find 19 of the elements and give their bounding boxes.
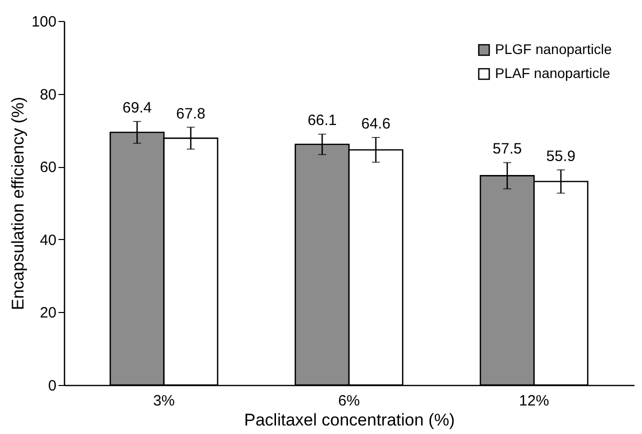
data-label: 64.6 <box>361 115 390 132</box>
legend-label: PLAF nanoparticle <box>495 65 610 81</box>
y-tick-label: 20 <box>40 304 56 322</box>
data-label: 66.1 <box>308 112 337 130</box>
y-tick-label: 60 <box>40 159 56 176</box>
data-label: 57.5 <box>492 140 522 158</box>
y-tick-label: 80 <box>40 86 56 104</box>
y-axis-title: Encapsulation efficiency (%) <box>8 96 28 310</box>
y-tick-label: 0 <box>48 378 56 394</box>
data-label: 67.8 <box>176 105 206 122</box>
x-tick-label: 6% <box>338 392 360 410</box>
x-axis-title: Paclitaxel concentration (%) <box>244 410 455 430</box>
y-tick-label: 40 <box>40 232 56 249</box>
legend-label: PLGF nanoparticle <box>495 41 612 57</box>
x-tick-label: 3% <box>153 392 175 410</box>
data-label: 69.4 <box>122 99 152 116</box>
data-label: 55.9 <box>546 148 576 165</box>
x-tick-label: 12% <box>519 392 550 410</box>
y-tick-label: 100 <box>31 14 56 30</box>
